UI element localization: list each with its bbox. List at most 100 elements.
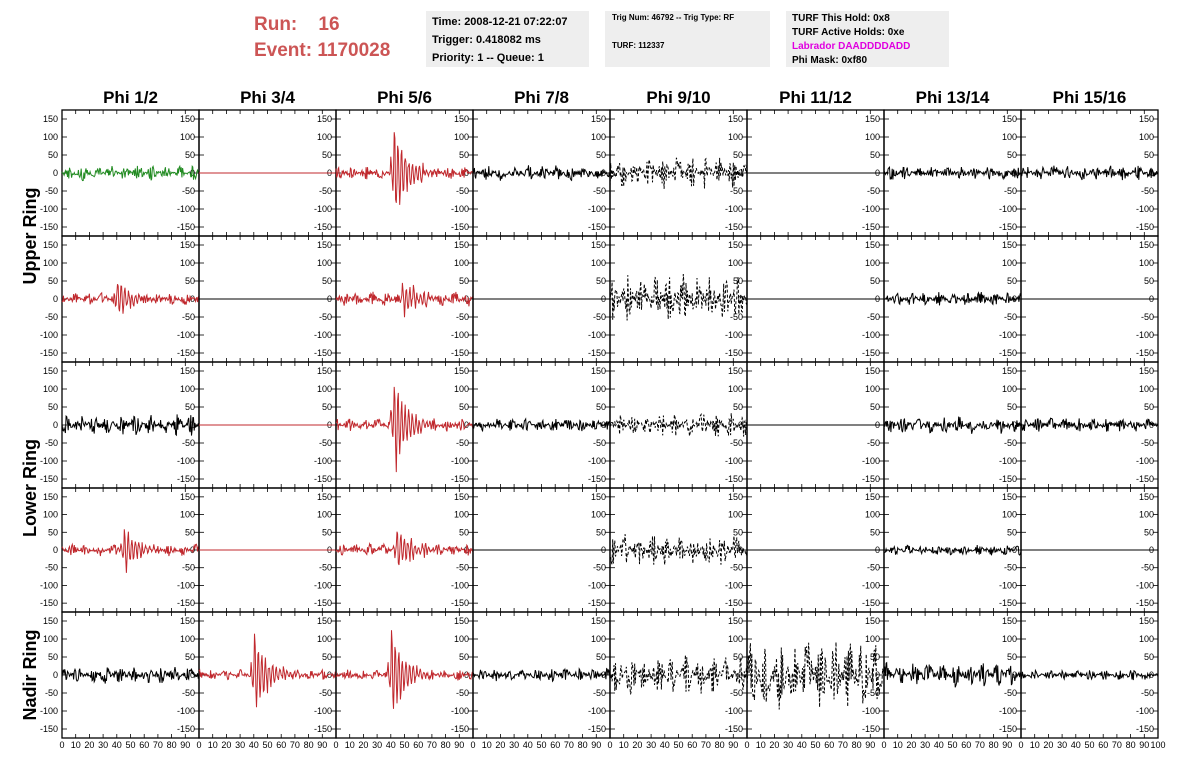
y-tick-label: -150 (177, 348, 195, 358)
y-tick-label: -100 (862, 330, 880, 340)
y-tick-label: -100 (177, 330, 195, 340)
y-tick-label: 100 (317, 510, 332, 520)
waveform-trace (609, 412, 748, 437)
y-tick-label: 150 (454, 616, 469, 626)
y-tick-label: 50 (596, 652, 606, 662)
column-header: Phi 1/2 (103, 88, 158, 107)
y-tick-label: 50 (48, 402, 58, 412)
y-tick-label: 50 (733, 652, 743, 662)
y-tick-label: 150 (180, 114, 195, 124)
y-tick-label: -100 (1136, 456, 1154, 466)
column-header: Phi 3/4 (240, 88, 295, 107)
y-tick-label: -100 (588, 706, 606, 716)
y-tick-label: -50 (593, 688, 606, 698)
y-tick-label: 100 (591, 258, 606, 268)
y-tick-label: 100 (1002, 510, 1017, 520)
y-tick-label: 0 (190, 168, 195, 178)
y-tick-label: 50 (870, 150, 880, 160)
y-tick-label: 50 (1007, 150, 1017, 160)
y-tick-label: -100 (314, 204, 332, 214)
y-tick-label: -100 (1136, 330, 1154, 340)
x-tick-label: 80 (1126, 740, 1136, 750)
x-tick-label: 40 (249, 740, 259, 750)
x-tick-label: 0 (1018, 740, 1023, 750)
y-tick-label: 100 (1139, 384, 1154, 394)
y-tick-label: -50 (1004, 688, 1017, 698)
y-tick-label: -150 (451, 724, 469, 734)
y-tick-label: 0 (190, 294, 195, 304)
y-tick-label: -150 (451, 598, 469, 608)
y-tick-label: 150 (180, 616, 195, 626)
y-tick-label: 100 (180, 634, 195, 644)
y-tick-label: 0 (1149, 670, 1154, 680)
y-tick-label: -100 (725, 456, 743, 466)
x-tick-label: 20 (495, 740, 505, 750)
y-tick-label: 100 (591, 634, 606, 644)
y-tick-label: -100 (40, 580, 58, 590)
y-tick-label: 150 (317, 366, 332, 376)
x-tick-label: 60 (824, 740, 834, 750)
y-tick-label: 100 (865, 258, 880, 268)
x-tick-label: 20 (1043, 740, 1053, 750)
x-tick-label: 90 (728, 740, 738, 750)
y-tick-label: 100 (43, 384, 58, 394)
y-tick-label: 50 (596, 527, 606, 537)
y-tick-label: -100 (999, 204, 1017, 214)
y-tick-label: 100 (865, 634, 880, 644)
waveform-trace (472, 165, 611, 182)
x-tick-label: 20 (221, 740, 231, 750)
y-tick-label: 100 (728, 384, 743, 394)
waveform-trace (609, 654, 748, 695)
y-tick-label: 150 (728, 616, 743, 626)
y-tick-label: 150 (728, 366, 743, 376)
y-tick-label: 150 (1002, 366, 1017, 376)
y-tick-label: -50 (182, 186, 195, 196)
y-tick-label: -50 (319, 688, 332, 698)
y-tick-label: -50 (182, 438, 195, 448)
x-tick-label: 60 (276, 740, 286, 750)
y-tick-label: 100 (43, 510, 58, 520)
y-tick-label: 100 (1139, 258, 1154, 268)
x-tick-label: 90 (1002, 740, 1012, 750)
y-tick-label: 50 (48, 150, 58, 160)
x-tick-label: 30 (509, 740, 519, 750)
y-tick-label: -150 (314, 724, 332, 734)
y-tick-label: 50 (48, 527, 58, 537)
y-tick-label: -150 (314, 348, 332, 358)
x-tick-label: 30 (783, 740, 793, 750)
y-tick-label: 100 (454, 634, 469, 644)
y-tick-label: 100 (728, 258, 743, 268)
run-label: Run: (254, 14, 298, 35)
x-tick-label: 70 (290, 740, 300, 750)
y-tick-label: 150 (591, 114, 606, 124)
x-tick-label: 90 (865, 740, 875, 750)
y-tick-label: -50 (456, 186, 469, 196)
y-tick-label: -150 (40, 724, 58, 734)
waveform-trace (472, 667, 611, 683)
x-tick-label: 90 (180, 740, 190, 750)
y-tick-label: -100 (862, 580, 880, 590)
y-tick-label: 150 (43, 114, 58, 124)
x-tick-label: 70 (153, 740, 163, 750)
y-tick-label: -50 (319, 438, 332, 448)
column-header: Phi 7/8 (514, 88, 569, 107)
y-tick-label: 50 (185, 276, 195, 286)
y-tick-label: 100 (43, 258, 58, 268)
x-tick-label: 50 (262, 740, 272, 750)
x-tick-label: 10 (71, 740, 81, 750)
y-tick-label: 50 (1144, 276, 1154, 286)
y-tick-label: -150 (725, 222, 743, 232)
y-tick-label: -150 (999, 724, 1017, 734)
x-tick-label: 50 (536, 740, 546, 750)
y-tick-label: -50 (867, 186, 880, 196)
waveform-trace (609, 273, 748, 321)
y-tick-label: 50 (48, 276, 58, 286)
y-tick-label: 50 (459, 276, 469, 286)
y-tick-label: -150 (451, 474, 469, 484)
y-tick-label: -50 (319, 312, 332, 322)
x-tick-label: 10 (1030, 740, 1040, 750)
y-tick-label: -50 (45, 688, 58, 698)
x-tick-label: 20 (906, 740, 916, 750)
y-tick-label: -50 (730, 186, 743, 196)
x-tick-label: 0 (744, 740, 749, 750)
